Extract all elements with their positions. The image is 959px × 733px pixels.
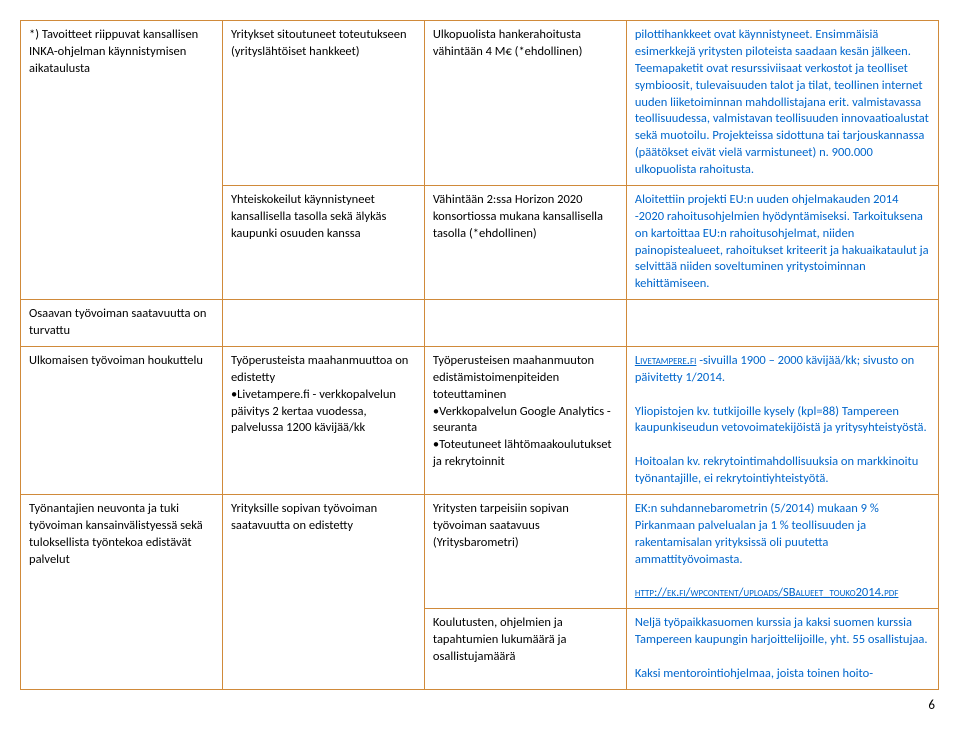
cell-objective: Työnantajien neuvonta ja tuki työvoiman …	[21, 494, 223, 689]
cell-objective: Osaavan työvoiman saatavuutta on turvatt…	[21, 300, 223, 347]
cell-status: Neljä työpaikkasuomen kurssia ja kaksi s…	[626, 609, 938, 690]
text: •Toteutuneet lähtömaakoulutukset ja rekr…	[433, 437, 612, 469]
link-text[interactable]: http://ek.fi/wpcontent/uploads/SBalueet_…	[635, 585, 899, 600]
cell-status: EK:n suhdannebarometrin (5/2014) mukaan …	[626, 494, 938, 608]
text: Hoitoalan kv. rekrytointimahdollisuuksia…	[635, 454, 918, 486]
text: Yliopistojen kv. tutkijoille kysely (kpl…	[635, 404, 927, 436]
cell-indicator: Yritysten tarpeisiin sopivan työvoiman s…	[424, 494, 626, 608]
table-row: Työnantajien neuvonta ja tuki työvoiman …	[21, 494, 939, 608]
text: Kaksi mentorointiohjelmaa, joista toinen…	[635, 666, 873, 681]
cell-status: pilottihankkeet ovat käynnistyneet. Ensi…	[626, 21, 938, 186]
cell-action	[222, 300, 424, 347]
cell-status: Livetampere.fi -sivuilla 1900 – 2000 käv…	[626, 346, 938, 494]
cell-status: Aloitettiin projekti EU:n uuden ohjelmak…	[626, 185, 938, 299]
cell-indicator: Ulkopuolista hankerahoitusta vähintään 4…	[424, 21, 626, 186]
text: EK:n suhdannebarometrin (5/2014) mukaan …	[635, 501, 879, 567]
cell-indicator: Koulutusten, ohjelmien ja tapahtumien lu…	[424, 609, 626, 690]
table-row: Osaavan työvoiman saatavuutta on turvatt…	[21, 300, 939, 347]
cell-objective: *) Tavoitteet riippuvat kansallisen INKA…	[21, 21, 223, 300]
table-row: Ulkomaisen työvoiman houkuttelu Työperus…	[21, 346, 939, 494]
text: Työperusteisen maahanmuuton edistämistoi…	[433, 353, 594, 402]
cell-indicator	[424, 300, 626, 347]
text: Neljä työpaikkasuomen kurssia ja kaksi s…	[635, 615, 928, 647]
text: •Livetampere.fi - verkkopalvelun päivity…	[231, 387, 396, 436]
content-table: *) Tavoitteet riippuvat kansallisen INKA…	[20, 20, 939, 690]
cell-status	[626, 300, 938, 347]
cell-action: Yhteiskokeilut käynnistyneet kansallisel…	[222, 185, 424, 299]
page-number: 6	[20, 690, 939, 713]
text: •Verkkopalvelun Google Analytics -seuran…	[433, 404, 611, 436]
table-row: *) Tavoitteet riippuvat kansallisen INKA…	[21, 21, 939, 186]
cell-action: Yritykset sitoutuneet toteutukseen (yrit…	[222, 21, 424, 186]
link-text[interactable]: Livetampere.fi	[635, 353, 697, 368]
cell-indicator: Työperusteisen maahanmuuton edistämistoi…	[424, 346, 626, 494]
cell-objective: Ulkomaisen työvoiman houkuttelu	[21, 346, 223, 494]
cell-indicator: Vähintään 2:ssa Horizon 2020 konsortioss…	[424, 185, 626, 299]
cell-action: Yrityksille sopivan työvoiman saatavuutt…	[222, 494, 424, 689]
cell-action: Työperusteista maahanmuuttoa on edistett…	[222, 346, 424, 494]
text: Työperusteista maahanmuuttoa on edistett…	[231, 353, 408, 385]
